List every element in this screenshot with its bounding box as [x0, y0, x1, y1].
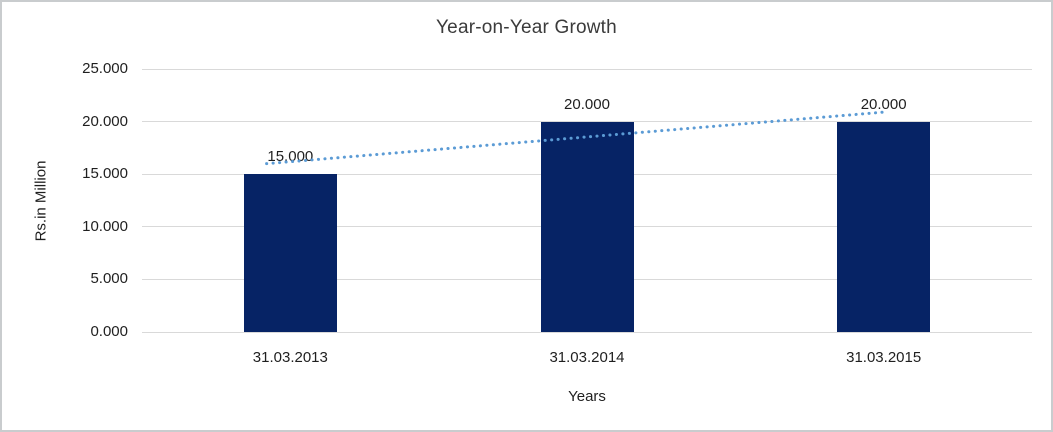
y-axis-title: Rs.in Million: [32, 160, 50, 242]
x-tick-label: 31.03.2014: [549, 349, 625, 366]
bar: [243, 174, 337, 332]
y-tick-label: 15.000: [82, 165, 128, 183]
x-tick-label: 31.03.2015: [846, 349, 922, 366]
x-tick-label: 31.03.2013: [252, 349, 328, 366]
y-tick-label: 0.000: [90, 323, 128, 340]
chart-title: Year-on-Year Growth: [436, 17, 617, 38]
bar-value-label: 15.000: [267, 148, 314, 166]
x-axis-title: Years: [568, 388, 606, 405]
y-tick-label: 10.000: [82, 217, 128, 235]
y-tick-label: 20.000: [82, 112, 128, 130]
bar: [540, 121, 634, 332]
y-tick-label: 5.000: [90, 270, 128, 288]
y-tick-label: 25.000: [82, 60, 128, 77]
gridline: [142, 331, 1032, 333]
gridline: [142, 68, 1032, 70]
bar-value-label: 20.000: [564, 95, 610, 113]
bar-value-label: 20.000: [860, 95, 907, 113]
bar: [837, 121, 931, 332]
